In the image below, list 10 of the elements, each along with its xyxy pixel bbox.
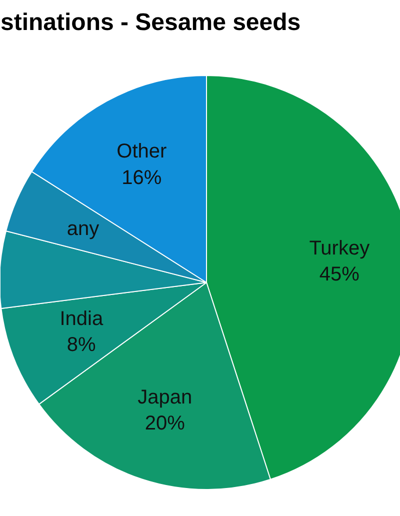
slice-label: Other [116, 140, 168, 162]
slice-label: any [66, 218, 100, 240]
slice-label: India [60, 308, 104, 330]
data-label: 16% [122, 166, 162, 189]
data-label: 8% [66, 334, 96, 356]
data-label: 45% [319, 264, 360, 286]
data-label: 20% [144, 412, 186, 435]
slice-label: Turkey [309, 237, 370, 260]
slice-label: Japan [138, 386, 192, 408]
chart-title: stinations - Sesame seeds [0, 9, 301, 36]
